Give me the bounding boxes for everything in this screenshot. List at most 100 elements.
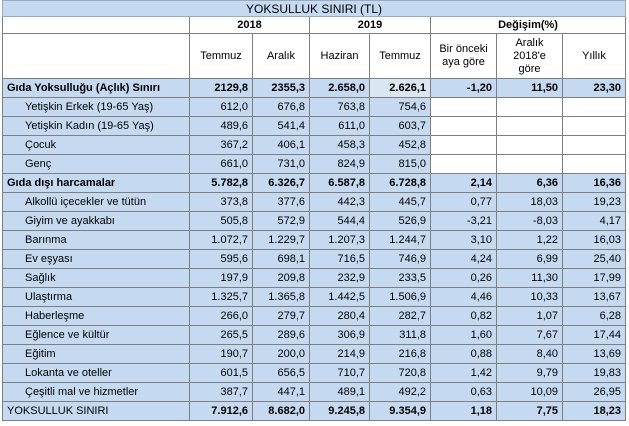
cell: 282,7 <box>369 306 431 326</box>
table-row: Ulaştırma 1.325,7 1.365,8 1.442,5 1.506,… <box>2 287 627 307</box>
cell <box>561 154 627 174</box>
cell: 7.912,6 <box>189 401 253 421</box>
cell: 18,03 <box>496 192 563 212</box>
cell: 209,8 <box>252 268 310 288</box>
cell: 603,7 <box>369 116 431 136</box>
cell: 7,67 <box>496 325 563 345</box>
cell: 232,9 <box>309 268 370 288</box>
cell: -3,21 <box>430 211 497 231</box>
cell: 1.365,8 <box>252 287 310 307</box>
table-title-row: YOKSULLUK SINIRI (TL) <box>1 0 627 17</box>
cell: 7,75 <box>496 401 563 421</box>
row-label: Genç <box>2 154 190 174</box>
cell: 746,9 <box>369 249 431 269</box>
row-label: Gıda Yoksulluğu (Açlık) Sınırı <box>2 78 190 98</box>
cell: 1.442,5 <box>309 287 370 307</box>
row-label: Giyim ve ayakkabı <box>2 211 190 231</box>
cell: 280,4 <box>309 306 370 326</box>
table-row: Lokanta ve oteller 601,5 656,5 710,7 720… <box>2 363 627 383</box>
table-row: Alkollü içecekler ve tütün 373,8 377,6 4… <box>2 192 627 212</box>
cell: 447,1 <box>252 382 310 402</box>
cell: 367,2 <box>189 135 253 155</box>
cell: 492,2 <box>369 382 431 402</box>
change-header: Değişim(%) <box>429 16 627 34</box>
cell: 489,1 <box>309 382 370 402</box>
cell-selected[interactable]: 2.626,1 <box>369 78 431 98</box>
cell: 25,40 <box>561 249 627 269</box>
cell: 601,5 <box>189 363 253 383</box>
table-row: Eğitim 190,7 200,0 214,9 216,8 0,88 8,40… <box>2 344 627 364</box>
row-label: Eğlence ve kültür <box>2 325 190 345</box>
row-label: Eğitim <box>2 344 190 364</box>
cell <box>496 154 563 174</box>
cell: 6,28 <box>561 306 627 326</box>
cell: 1.229,7 <box>252 230 310 250</box>
table-row: Barınma 1.072,7 1.229,7 1.207,3 1.244,7 … <box>2 230 627 250</box>
cell: 2129,8 <box>189 78 253 98</box>
cell: 8.682,0 <box>252 401 310 421</box>
cell: 306,9 <box>309 325 370 345</box>
cell <box>430 97 497 117</box>
row-label: YOKSULLUK SINIRI <box>2 401 190 421</box>
cell: 2,14 <box>430 173 497 193</box>
cell: 2.658,0 <box>309 78 370 98</box>
cell: 6.587,8 <box>309 173 370 193</box>
table-row: Çeşitli mal ve hizmetler 387,7 447,1 489… <box>2 382 627 402</box>
row-label: Ev eşyası <box>2 249 190 269</box>
cell: 6,36 <box>496 173 563 193</box>
cell <box>561 135 627 155</box>
col-header-temmuz-2019: Temmuz <box>369 33 431 79</box>
cell: 0,82 <box>430 306 497 326</box>
table-row: Giyim ve ayakkabı 505,8 572,9 544,4 526,… <box>2 211 627 231</box>
cell: 233,5 <box>369 268 431 288</box>
cell <box>430 154 497 174</box>
cell: 387,7 <box>189 382 253 402</box>
table-row: Genç 661,0 731,0 824,9 815,0 <box>2 154 627 174</box>
row-label: Yetişkin Erkek (19-65 Yaş) <box>2 97 190 117</box>
cell: 445,7 <box>369 192 431 212</box>
cell: 612,0 <box>189 97 253 117</box>
row-label: Çeşitli mal ve hizmetler <box>2 382 190 402</box>
cell: 0,77 <box>430 192 497 212</box>
cell: 1,22 <box>496 230 563 250</box>
cell: 17,99 <box>561 268 627 288</box>
cell: 4,24 <box>430 249 497 269</box>
year-2019-header: 2019 <box>309 16 431 34</box>
cell: 10,33 <box>496 287 563 307</box>
row-label: Yetişkin Kadın (19-65 Yaş) <box>2 116 190 136</box>
column-header-row: Temmuz Aralık Haziran Temmuz Bir önceki … <box>2 33 627 79</box>
col-header-temmuz-2018: Temmuz <box>189 33 253 79</box>
cell: 377,6 <box>252 192 310 212</box>
cell: 1,18 <box>430 401 497 421</box>
col-header-monthly-change: Bir önceki aya göre <box>430 33 497 79</box>
cell: 710,7 <box>309 363 370 383</box>
cell: 6.326,7 <box>252 173 310 193</box>
col-header-haziran-2019: Haziran <box>309 33 370 79</box>
cell: 0,26 <box>430 268 497 288</box>
cell: 9.354,9 <box>369 401 431 421</box>
cell: -8,03 <box>496 211 563 231</box>
cell: 611,0 <box>309 116 370 136</box>
cell: 541,4 <box>252 116 310 136</box>
cell: 197,9 <box>189 268 253 288</box>
cell: 5.782,8 <box>189 173 253 193</box>
cell: 1.244,7 <box>369 230 431 250</box>
cell: 11,30 <box>496 268 563 288</box>
cell: 824,9 <box>309 154 370 174</box>
cell: 373,8 <box>189 192 253 212</box>
cell: 442,3 <box>309 192 370 212</box>
cell: 190,7 <box>189 344 253 364</box>
cell: 1,60 <box>430 325 497 345</box>
row-label: Haberleşme <box>2 306 190 326</box>
col-header-annual-change: Yıllık <box>561 33 627 79</box>
cell: 19,23 <box>561 192 627 212</box>
table-row-food-poverty: Gıda Yoksulluğu (Açlık) Sınırı 2129,8 23… <box>2 78 627 98</box>
cell <box>496 116 563 136</box>
cell: 489,6 <box>189 116 253 136</box>
cell: 214,9 <box>309 344 370 364</box>
cell: 1.325,7 <box>189 287 253 307</box>
cell: 19,83 <box>561 363 627 383</box>
cell: 279,7 <box>252 306 310 326</box>
cell: 661,0 <box>189 154 253 174</box>
table-row: Çocuk 367,2 406,1 458,3 452,8 <box>2 135 627 155</box>
